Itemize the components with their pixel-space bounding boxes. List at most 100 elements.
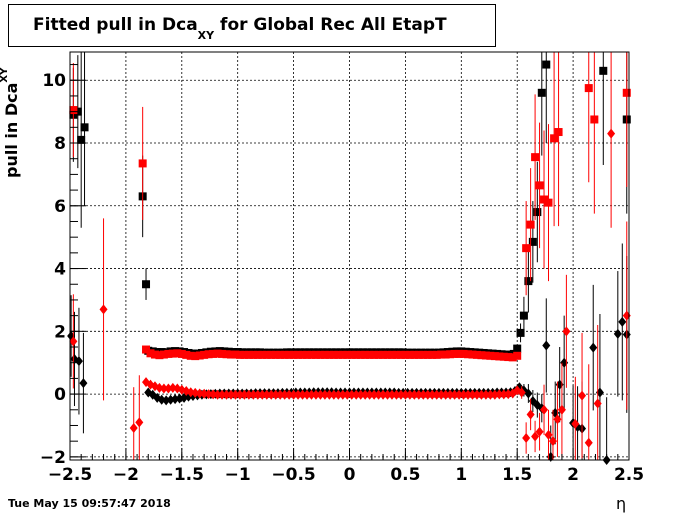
data-point-square	[468, 350, 477, 359]
data-point-square	[80, 123, 89, 132]
title-prefix: Fitted pull in Dca	[33, 15, 198, 35]
data-point-diamond	[486, 389, 495, 400]
data-point-square	[455, 349, 464, 358]
data-point-square	[177, 349, 186, 358]
data-point-diamond	[401, 389, 410, 400]
data-point-square	[383, 350, 392, 359]
data-point-square	[159, 350, 168, 359]
data-point-diamond	[560, 357, 569, 368]
data-point-square	[524, 277, 533, 286]
data-point-square	[285, 350, 294, 359]
data-point-square	[441, 350, 450, 359]
data-point-square	[590, 115, 599, 124]
data-point-diamond	[392, 389, 401, 400]
data-point-diamond	[325, 389, 334, 400]
data-point-diamond	[249, 389, 258, 400]
data-point-diamond	[262, 389, 271, 400]
data-point-square	[235, 350, 244, 359]
data-point-square	[472, 350, 481, 359]
data-point-square	[414, 350, 423, 359]
data-point-diamond	[99, 304, 108, 315]
data-point-square	[481, 351, 490, 360]
data-point-square	[186, 351, 195, 360]
data-point-square	[361, 350, 370, 359]
data-point-square	[142, 280, 151, 289]
data-point-diamond	[244, 389, 253, 400]
data-point-diamond	[235, 389, 244, 400]
data-point-diamond	[374, 389, 383, 400]
data-point-diamond	[593, 398, 602, 409]
data-point-square	[423, 350, 432, 359]
data-point-square	[262, 350, 271, 359]
data-point-square	[450, 349, 459, 358]
data-point-diamond	[289, 389, 298, 400]
data-point-square	[316, 350, 325, 359]
data-point-square	[329, 350, 338, 359]
data-point-square	[280, 350, 289, 359]
y-tick-label: 2	[54, 322, 66, 342]
x-axis-label: η	[616, 494, 627, 513]
data-point-diamond	[320, 389, 329, 400]
data-point-square	[537, 88, 546, 97]
data-point-square	[405, 350, 414, 359]
data-point-square	[146, 349, 155, 358]
timestamp: Tue May 15 09:57:47 2018	[8, 497, 171, 510]
data-point-square	[222, 350, 231, 359]
data-point-diamond	[204, 389, 213, 400]
data-point-square	[320, 350, 329, 359]
data-point-diamond	[595, 387, 604, 398]
data-point-diamond	[468, 389, 477, 400]
data-points	[67, 52, 631, 465]
data-point-square	[508, 353, 517, 362]
data-point-square	[271, 350, 280, 359]
data-point-square	[499, 352, 508, 361]
data-point-diamond	[280, 389, 289, 400]
data-point-diamond	[455, 389, 464, 400]
data-point-diamond	[618, 316, 627, 327]
data-point-square	[437, 350, 446, 359]
data-point-diamond	[542, 340, 551, 351]
x-tick-label: −1	[225, 465, 251, 485]
data-point-diamond	[472, 389, 481, 400]
x-tick-label: −2.5	[48, 465, 92, 485]
data-point-diamond	[578, 390, 587, 401]
data-point-diamond	[423, 389, 432, 400]
data-point-diamond	[240, 389, 249, 400]
data-point-diamond	[356, 389, 365, 400]
data-point-square	[533, 208, 542, 217]
data-point-diamond	[557, 404, 566, 415]
data-point-diamond	[414, 389, 423, 400]
data-point-square	[428, 350, 437, 359]
data-point-diamond	[531, 431, 540, 442]
data-point-diamond	[450, 389, 459, 400]
data-point-diamond	[379, 389, 388, 400]
data-point-square	[138, 159, 147, 168]
data-point-square	[392, 350, 401, 359]
data-point-square	[410, 350, 419, 359]
data-point-square	[379, 350, 388, 359]
data-point-square	[554, 128, 563, 137]
axis-ticks	[69, 64, 630, 460]
data-point-diamond	[405, 389, 414, 400]
data-point-square	[519, 311, 528, 320]
data-point-square	[352, 350, 361, 359]
data-point-diamond	[383, 389, 392, 400]
data-point-diamond	[365, 389, 374, 400]
y-tick-label: −2	[40, 448, 66, 468]
data-point-square	[204, 350, 213, 359]
data-point-diamond	[437, 389, 446, 400]
data-point-square	[459, 349, 468, 358]
data-point-diamond	[607, 128, 616, 139]
data-point-diamond	[209, 389, 218, 400]
data-point-diamond	[298, 389, 307, 400]
data-point-square	[387, 350, 396, 359]
data-point-diamond	[464, 389, 473, 400]
data-point-square	[446, 350, 455, 359]
data-point-square	[303, 350, 312, 359]
data-point-diamond	[517, 387, 526, 398]
data-point-diamond	[276, 389, 285, 400]
data-point-square	[142, 345, 151, 354]
data-point-diamond	[361, 389, 370, 400]
data-point-diamond	[316, 389, 325, 400]
data-point-diamond	[544, 429, 553, 440]
